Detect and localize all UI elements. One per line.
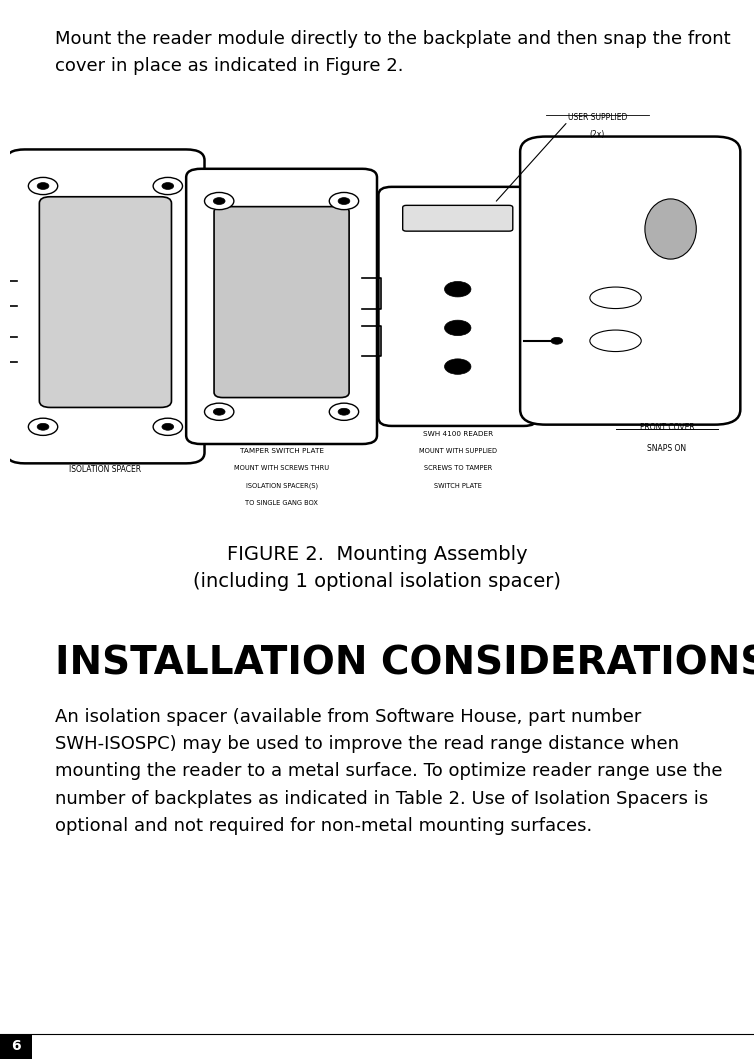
Text: MOUNT WITH SUPPLIED: MOUNT WITH SUPPLIED [418,448,497,455]
Text: FIGURE 2.  Mounting Assembly: FIGURE 2. Mounting Assembly [227,545,527,564]
Circle shape [37,183,49,189]
Text: INSTALLATION CONSIDERATIONS: INSTALLATION CONSIDERATIONS [55,645,754,683]
FancyBboxPatch shape [214,207,349,397]
Text: TO SINGLE GANG BOX: TO SINGLE GANG BOX [245,500,318,506]
Circle shape [329,404,359,421]
Circle shape [29,177,58,194]
Circle shape [338,198,350,205]
Text: (including 1 optional isolation spacer): (including 1 optional isolation spacer) [193,572,561,592]
Circle shape [37,424,49,430]
Ellipse shape [590,330,641,352]
Text: SCREWS TO TAMPER: SCREWS TO TAMPER [424,465,492,472]
FancyBboxPatch shape [403,205,513,232]
Ellipse shape [645,199,696,259]
Text: MOUNT WITH SCREWS THRU: MOUNT WITH SCREWS THRU [234,465,329,472]
Circle shape [29,418,58,435]
FancyBboxPatch shape [520,137,740,425]
Circle shape [445,359,471,374]
Text: An isolation spacer (available from Software House, part number: An isolation spacer (available from Soft… [55,708,642,726]
Circle shape [153,177,182,194]
Circle shape [162,183,173,189]
Text: SNAPS ON: SNAPS ON [648,444,686,453]
Text: SWH-ISOSPC) may be used to improve the read range distance when: SWH-ISOSPC) may be used to improve the r… [55,735,679,753]
Text: TAMPER SWITCH PLATE: TAMPER SWITCH PLATE [240,448,323,455]
Circle shape [213,408,225,415]
Circle shape [445,281,471,297]
Circle shape [204,404,234,421]
Circle shape [162,424,173,430]
Circle shape [213,198,225,205]
Circle shape [338,408,350,415]
FancyBboxPatch shape [379,187,537,426]
Text: Mount the reader module directly to the backplate and then snap the front: Mount the reader module directly to the … [55,30,731,48]
Text: USER SUPPLIED: USER SUPPLIED [568,113,627,122]
Text: SWH 4100 READER: SWH 4100 READER [423,431,493,438]
FancyBboxPatch shape [39,196,171,408]
Text: optional and not required for non-metal mounting surfaces.: optional and not required for non-metal … [55,817,592,835]
Circle shape [329,192,359,209]
Circle shape [445,320,471,336]
FancyBboxPatch shape [6,150,204,463]
Text: mounting the reader to a metal surface. To optimize reader range use the: mounting the reader to a metal surface. … [55,763,722,781]
Circle shape [153,418,182,435]
Text: 6: 6 [11,1040,21,1054]
Ellipse shape [590,287,641,309]
Circle shape [204,192,234,209]
Text: number of backplates as indicated in Table 2. Use of Isolation Spacers is: number of backplates as indicated in Tab… [55,789,708,807]
Bar [0,1034,32,1059]
Text: ISOLATION SPACER: ISOLATION SPACER [69,465,142,475]
FancyBboxPatch shape [186,169,377,444]
Circle shape [551,338,562,344]
Text: cover in place as indicated in Figure 2.: cover in place as indicated in Figure 2. [55,57,403,75]
Text: FRONT COVER: FRONT COVER [639,423,694,431]
Text: (2x): (2x) [590,131,605,139]
Text: ISOLATION SPACER(S): ISOLATION SPACER(S) [246,483,317,490]
Text: SWITCH PLATE: SWITCH PLATE [434,483,482,489]
